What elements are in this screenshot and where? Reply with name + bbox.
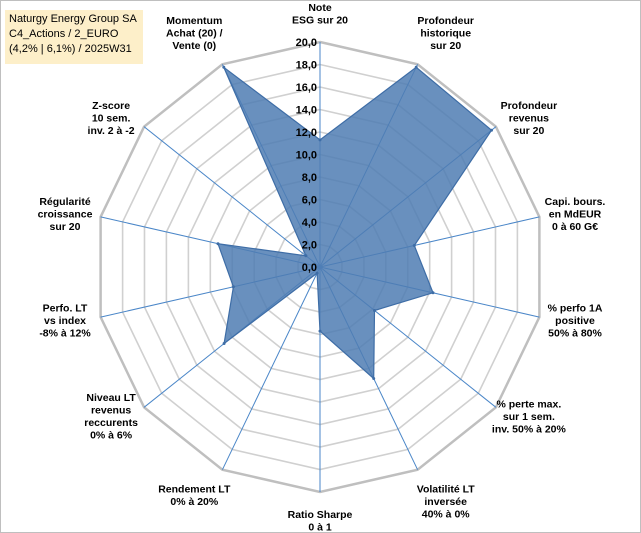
data-point [222, 65, 226, 69]
axis-label: Régularité croissance sur 20 [38, 196, 93, 233]
data-point [304, 254, 308, 258]
data-point [222, 342, 226, 345]
data-point [431, 291, 435, 295]
axis-label: Z-score 10 sem. inv. 2 à -2 [88, 100, 135, 137]
data-point [231, 285, 235, 289]
radar-spoke [143, 126, 321, 268]
data-point [372, 377, 376, 380]
tick-label: 0,0 [302, 262, 317, 274]
series-area [217, 65, 493, 380]
chart-info-box: Naturgy Energy Group SA C4_Actions / 2_E… [5, 10, 143, 64]
radar-series [216, 65, 493, 380]
tick-label: 16,0 [296, 82, 317, 94]
axis-label: Volatilité LT inversée 40% à 0% [417, 483, 476, 520]
tick-label: 4,0 [302, 217, 317, 229]
data-point [490, 128, 493, 132]
tick-label: 6,0 [302, 195, 317, 207]
period-line: (4,2% | 6,1%) / 2025W31 [9, 43, 132, 55]
tick-label: 10,0 [296, 150, 317, 162]
axis-label: Ratio Sharpe 0 à 1 [288, 509, 353, 533]
axis-label: % perfo 1A positive 50% à 80% [548, 302, 603, 339]
axis-label: Rendement LT 0% à 20% [158, 483, 231, 508]
data-point [318, 329, 322, 333]
radial-tick-labels: 0,0 2,0 4,0 6,0 8,0 10,0 12,0 14,0 16,0 18,0 20,0 [296, 37, 317, 274]
tick-label: 14,0 [296, 105, 317, 117]
axis-label: Profondeur historique sur 20 [417, 15, 474, 52]
data-point [373, 309, 376, 312]
axis-label: Niveau LT revenus reccurents 0% à 6% [84, 392, 138, 442]
tick-label: 12,0 [296, 127, 317, 139]
axis-label: Perfo. LT vs index -8% à 12% [39, 302, 91, 339]
data-point [412, 244, 416, 247]
category-line: C4_Actions / 2_EURO [9, 28, 119, 40]
company-name: Naturgy Energy Group SA [9, 13, 137, 25]
axis-label: % perte max. sur 1 sem. inv. 50% à 20% [492, 398, 567, 435]
data-point [216, 242, 220, 246]
axis-label: Profondeur revenus sur 20 [501, 100, 558, 137]
data-point [315, 271, 319, 275]
data-point [414, 65, 418, 69]
axis-label: Note ESG sur 20 [292, 2, 348, 27]
axis-labels: Note ESG sur 20 Profondeur historique sur 20… [38, 2, 606, 533]
axis-label: Momentum Achat (20) / Vente (0) [166, 15, 223, 52]
tick-label: 18,0 [296, 60, 317, 72]
tick-label: 20,0 [296, 37, 317, 49]
tick-label: 8,0 [302, 172, 317, 184]
tick-label: 2,0 [302, 240, 317, 252]
data-point [318, 138, 322, 142]
radar-spoke [221, 266, 321, 470]
axis-label: Capi. bours. en MdEUR 0 à 60 G€ [545, 196, 606, 233]
